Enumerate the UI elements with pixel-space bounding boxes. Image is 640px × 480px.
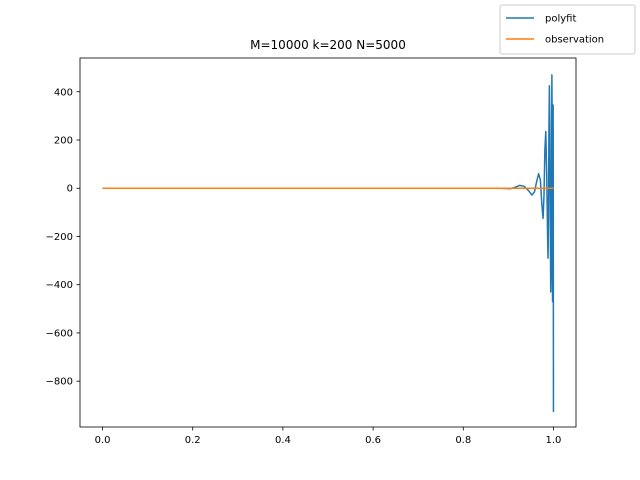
y-tick-label: 0 — [67, 184, 73, 195]
y-tick-label: −800 — [46, 377, 73, 388]
chart-title: M=10000 k=200 N=5000 — [250, 38, 406, 52]
x-tick-label: 1.0 — [546, 435, 562, 446]
axes-frame — [79, 57, 577, 428]
x-tick-label: 0.0 — [95, 435, 111, 446]
plot-area — [102, 74, 555, 413]
legend-label-polyfit: polyfit — [545, 14, 576, 25]
legend-label-observation: observation — [545, 35, 604, 46]
x-tick-label: 0.6 — [365, 435, 381, 446]
x-tick-label: 0.8 — [455, 435, 471, 446]
y-tick-label: −400 — [46, 280, 73, 291]
x-tick-label: 0.2 — [185, 435, 201, 446]
y-axis: 400 200 0 −200 −400 −600 −800 — [46, 87, 80, 388]
legend: polyfit observation — [499, 4, 636, 55]
x-tick-label: 0.4 — [275, 435, 291, 446]
series-line-polyfit — [102, 74, 555, 413]
x-axis: 0.0 0.2 0.4 0.6 0.8 1.0 — [95, 427, 562, 446]
y-tick-label: 200 — [54, 136, 73, 147]
legend-box — [499, 4, 636, 55]
y-tick-label: 400 — [54, 87, 73, 98]
y-tick-label: −200 — [46, 232, 73, 243]
y-tick-label: −600 — [46, 328, 73, 339]
